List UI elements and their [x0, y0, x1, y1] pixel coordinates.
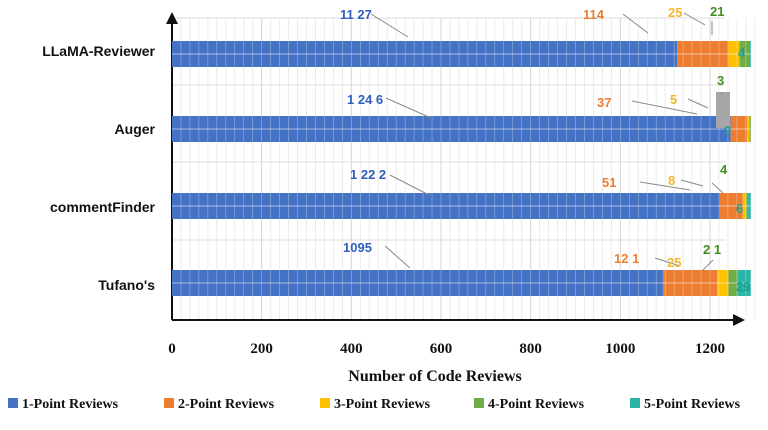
data-label-leader	[389, 174, 430, 196]
data-label-leader	[711, 182, 724, 194]
legend-swatch	[164, 398, 174, 408]
data-label-leader	[654, 257, 681, 267]
data-label: 1095	[343, 240, 372, 255]
data-label-leader	[687, 98, 709, 109]
data-label: 21	[710, 4, 724, 19]
x-tick-label: 200	[250, 341, 273, 357]
data-label: 114	[583, 7, 605, 22]
legend-swatch	[630, 398, 640, 408]
data-label-leader	[702, 259, 714, 271]
legend-swatch	[8, 398, 18, 408]
data-label: 25	[668, 5, 682, 20]
legend-label: 3-Point Reviews	[334, 397, 431, 412]
data-label: 11 27	[340, 7, 372, 22]
data-label: 29	[736, 279, 750, 294]
category-label: Tufano's	[98, 277, 155, 293]
legend-swatch	[474, 398, 484, 408]
data-label: 8	[668, 173, 675, 188]
data-label: 1 22 2	[350, 167, 386, 182]
data-label-leader	[631, 100, 698, 115]
x-tick-label: 1000	[605, 341, 635, 357]
data-label: 4	[738, 45, 746, 60]
data-label: 12 1	[614, 251, 639, 266]
data-label-leader	[370, 13, 409, 38]
data-label: 2 1	[703, 242, 721, 257]
legend-swatch	[320, 398, 330, 408]
x-tick-label: 0	[168, 341, 176, 357]
x-tick-label: 1200	[695, 341, 725, 357]
data-label: 5	[670, 92, 677, 107]
x-tick-label: 400	[340, 341, 363, 357]
legend-label: 4-Point Reviews	[488, 397, 585, 412]
data-label: 51	[602, 175, 616, 190]
legend-label: 2-Point Reviews	[178, 397, 275, 412]
data-label: 6	[736, 201, 743, 216]
data-label: 3	[717, 73, 724, 88]
legend-label: 5-Point Reviews	[644, 397, 741, 412]
y-axis-arrow	[166, 12, 178, 24]
legend-label: 1-Point Reviews	[22, 397, 119, 412]
x-tick-label: 600	[430, 341, 453, 357]
data-label-leader	[622, 13, 649, 34]
x-axis-arrow	[733, 314, 745, 326]
data-label-leader	[639, 181, 691, 191]
data-label: 37	[597, 95, 611, 110]
data-label: 1 24 6	[347, 92, 383, 107]
data-label-leader	[680, 179, 704, 187]
category-label: Auger	[115, 121, 156, 137]
data-label: 25	[667, 255, 681, 270]
data-label-leader	[683, 12, 706, 26]
x-tick-label: 800	[519, 341, 542, 357]
category-label: commentFinder	[50, 199, 156, 215]
data-label: 0	[724, 123, 731, 138]
category-label: LLaMA-Reviewer	[42, 43, 155, 59]
data-label-leader	[385, 97, 432, 119]
annotation-box	[716, 92, 730, 128]
data-label-leader	[384, 245, 411, 269]
data-label: 4	[720, 162, 728, 177]
x-axis-title: Number of Code Reviews	[348, 368, 521, 385]
